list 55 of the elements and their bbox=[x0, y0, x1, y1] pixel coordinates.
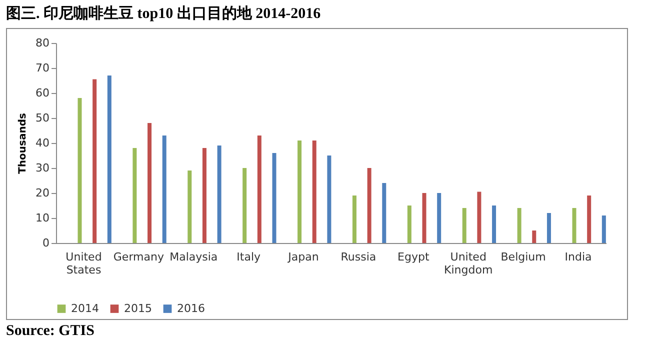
bar bbox=[532, 230, 536, 243]
bar bbox=[257, 136, 262, 243]
bar bbox=[422, 193, 426, 243]
bar bbox=[382, 183, 386, 243]
bar bbox=[546, 213, 551, 243]
legend-label: 2016 bbox=[177, 302, 205, 315]
bar bbox=[492, 206, 496, 243]
x-tick-label: Russia bbox=[340, 250, 376, 264]
chart-title: 图三. 印尼咖啡生豆 top10 出口目的地 2014-2016 bbox=[6, 4, 322, 24]
y-tick-label: 60 bbox=[36, 86, 50, 100]
bar bbox=[188, 170, 192, 243]
y-tick-label: 10 bbox=[36, 212, 50, 224]
bar bbox=[572, 208, 576, 243]
y-tick-label: 30 bbox=[36, 162, 50, 174]
y-tick-label: 80 bbox=[36, 36, 50, 50]
y-axis-title: Thousands bbox=[18, 113, 29, 174]
x-tick-label: Italy bbox=[236, 250, 261, 264]
x-tick-label: United States bbox=[66, 250, 102, 276]
bar bbox=[517, 208, 522, 243]
bar bbox=[312, 140, 316, 243]
bar bbox=[148, 123, 152, 243]
x-tick-label: Germany bbox=[113, 250, 164, 264]
bar bbox=[407, 206, 412, 243]
bar bbox=[587, 196, 592, 243]
bar bbox=[78, 98, 82, 243]
x-tick-label: Belgium bbox=[500, 250, 546, 264]
bar bbox=[242, 168, 247, 243]
bar bbox=[298, 140, 302, 243]
bar bbox=[327, 156, 332, 243]
bar bbox=[132, 148, 137, 243]
y-tick-label: 40 bbox=[36, 136, 50, 150]
legend-label: 2014 bbox=[71, 302, 99, 315]
bar bbox=[437, 193, 442, 243]
legend-label: 2015 bbox=[124, 302, 152, 315]
bar bbox=[462, 208, 466, 243]
bar bbox=[602, 216, 606, 243]
y-tick-label: 70 bbox=[36, 62, 50, 74]
bar bbox=[162, 136, 166, 243]
bar bbox=[477, 192, 482, 243]
y-tick-label: 20 bbox=[36, 186, 50, 200]
bar bbox=[202, 148, 206, 243]
x-tick-label: United Kingdom bbox=[444, 250, 493, 276]
x-tick-label: India bbox=[564, 250, 592, 264]
bar bbox=[272, 153, 276, 243]
bar bbox=[352, 196, 356, 243]
y-tick-label: 50 bbox=[36, 112, 50, 124]
bar bbox=[92, 79, 97, 243]
source-note: Source: GTIS bbox=[6, 323, 96, 340]
bar bbox=[217, 146, 222, 243]
y-tick-label: 0 bbox=[42, 236, 50, 250]
x-tick-label: Japan bbox=[287, 250, 319, 264]
bar bbox=[107, 76, 112, 243]
x-tick-label: Malaysia bbox=[170, 250, 218, 264]
x-tick-label: Egypt bbox=[398, 250, 430, 264]
bar bbox=[367, 168, 372, 243]
